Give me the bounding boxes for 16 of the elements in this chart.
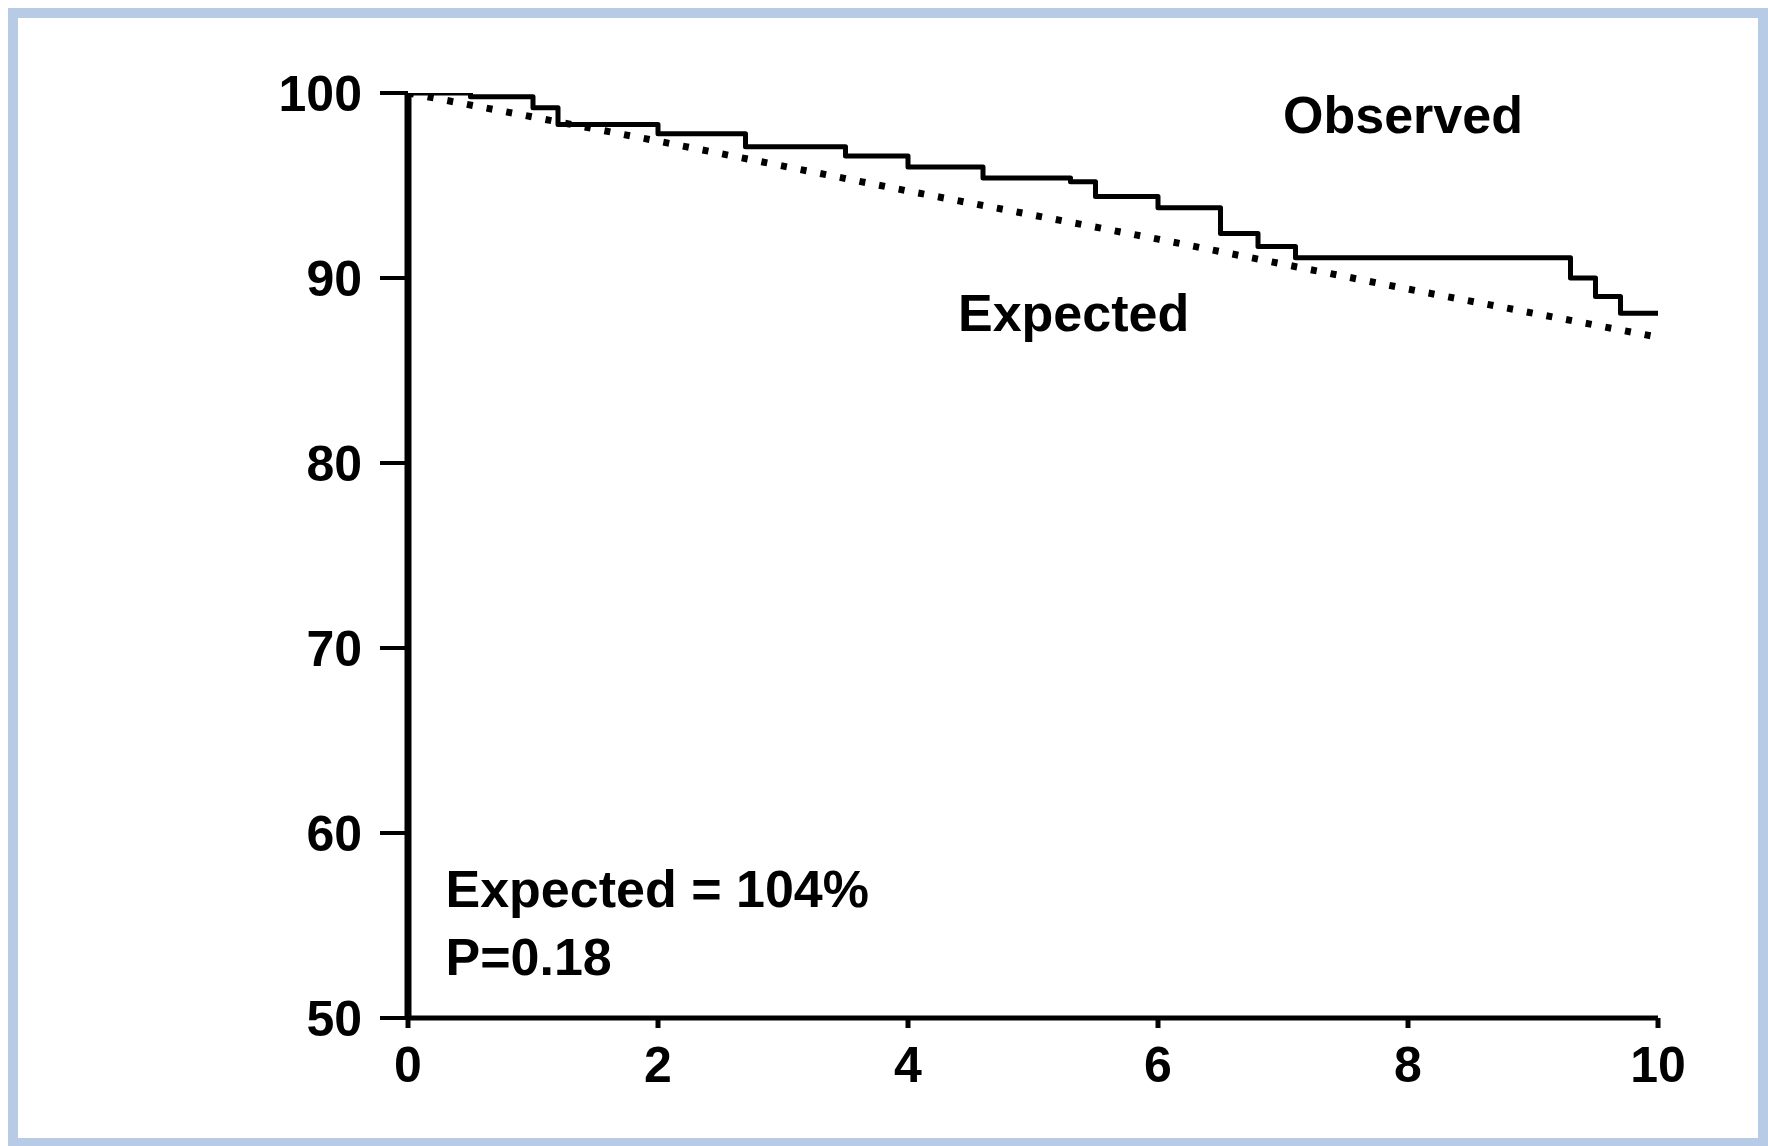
- x-tick-label: 0: [394, 1036, 422, 1093]
- annotation: P=0.18: [445, 927, 613, 989]
- y-tick-label: 60: [306, 805, 362, 862]
- y-tick-label: 90: [306, 250, 362, 307]
- annotation: Expected = 104%: [445, 859, 869, 921]
- y-tick-label: 70: [306, 620, 362, 677]
- x-tick-label: 4: [894, 1036, 923, 1093]
- series-label: Observed: [1283, 84, 1523, 145]
- y-tick-label: 50: [306, 990, 362, 1047]
- y-tick-label: 100: [278, 65, 362, 122]
- x-tick-label: 6: [1144, 1036, 1172, 1093]
- series-label: Expected: [958, 282, 1190, 343]
- x-tick-label: 10: [1630, 1036, 1686, 1093]
- y-tick-label: 80: [306, 435, 362, 492]
- x-tick-label: 2: [644, 1036, 672, 1093]
- x-tick-label: 8: [1394, 1036, 1422, 1093]
